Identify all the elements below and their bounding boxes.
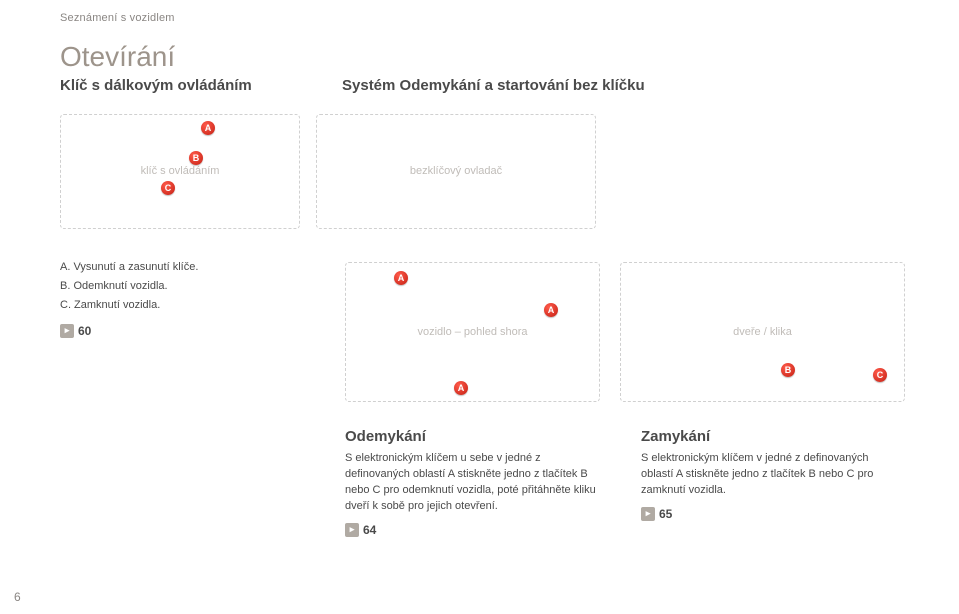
badge-c-icon: C (873, 368, 887, 382)
unlock-column: Odemykání S elektronickým klíčem u sebe … (345, 428, 605, 537)
page: Seznámení s vozidlem Otevírání Klíč s dá… (0, 0, 959, 614)
badge-a-icon: A (544, 303, 558, 317)
breadcrumb: Seznámení s vozidlem (60, 12, 919, 24)
subheading-key: Klíč s dálkovým ovládáním (60, 77, 330, 94)
page-ref-number: 64 (363, 523, 376, 537)
illustration-label: bezklíčový ovladač (410, 165, 502, 177)
top-illustration-row: klíč s ovládáním A B C bezklíčový ovlada… (60, 106, 919, 229)
badge-a-icon: A (201, 121, 215, 135)
bottom-text-columns: Odemykání S elektronickým klíčem u sebe … (345, 428, 901, 537)
page-ref-icon: ▸ (60, 324, 74, 338)
badge-a-icon: A (454, 381, 468, 395)
subheading-keyless: Systém Odemykání a startování bez klíčku (342, 77, 645, 94)
illustration-car-topview: vozidlo – pohled shora A A A (345, 262, 600, 402)
badge-b-icon: B (781, 363, 795, 377)
badge-c-icon: C (161, 181, 175, 195)
unlock-body: S elektronickým klíčem u sebe v jedné z … (345, 451, 605, 515)
page-ref-64: ▸ 64 (345, 523, 605, 537)
page-title: Otevírání (60, 42, 919, 73)
page-ref-icon: ▸ (345, 523, 359, 537)
badge-b-icon: B (189, 151, 203, 165)
lock-body: S elektronickým klíčem v jedné z definov… (641, 451, 901, 499)
lock-column: Zamykání S elektronickým klíčem v jedné … (641, 428, 901, 537)
page-ref-number: 65 (659, 507, 672, 521)
page-ref-number: 60 (78, 322, 91, 341)
subheading-row: Klíč s dálkovým ovládáním Systém Odemyká… (60, 77, 919, 104)
illustration-keyless-fob: bezklíčový ovladač (316, 114, 596, 229)
illustration-key-remote: klíč s ovládáním A B C (60, 114, 300, 229)
illustration-label: klíč s ovládáním (141, 165, 220, 177)
illustration-label: vozidlo – pohled shora (417, 326, 527, 338)
illustration-car-door: dveře / klika B C (620, 262, 905, 402)
page-ref-65: ▸ 65 (641, 507, 901, 521)
unlock-title: Odemykání (345, 428, 605, 445)
middle-illustration-row: vozidlo – pohled shora A A A dveře / kli… (345, 262, 905, 402)
illustration-label: dveře / klika (733, 326, 792, 338)
page-ref-icon: ▸ (641, 507, 655, 521)
lock-title: Zamykání (641, 428, 901, 445)
page-number: 6 (14, 590, 21, 604)
badge-a-icon: A (394, 271, 408, 285)
